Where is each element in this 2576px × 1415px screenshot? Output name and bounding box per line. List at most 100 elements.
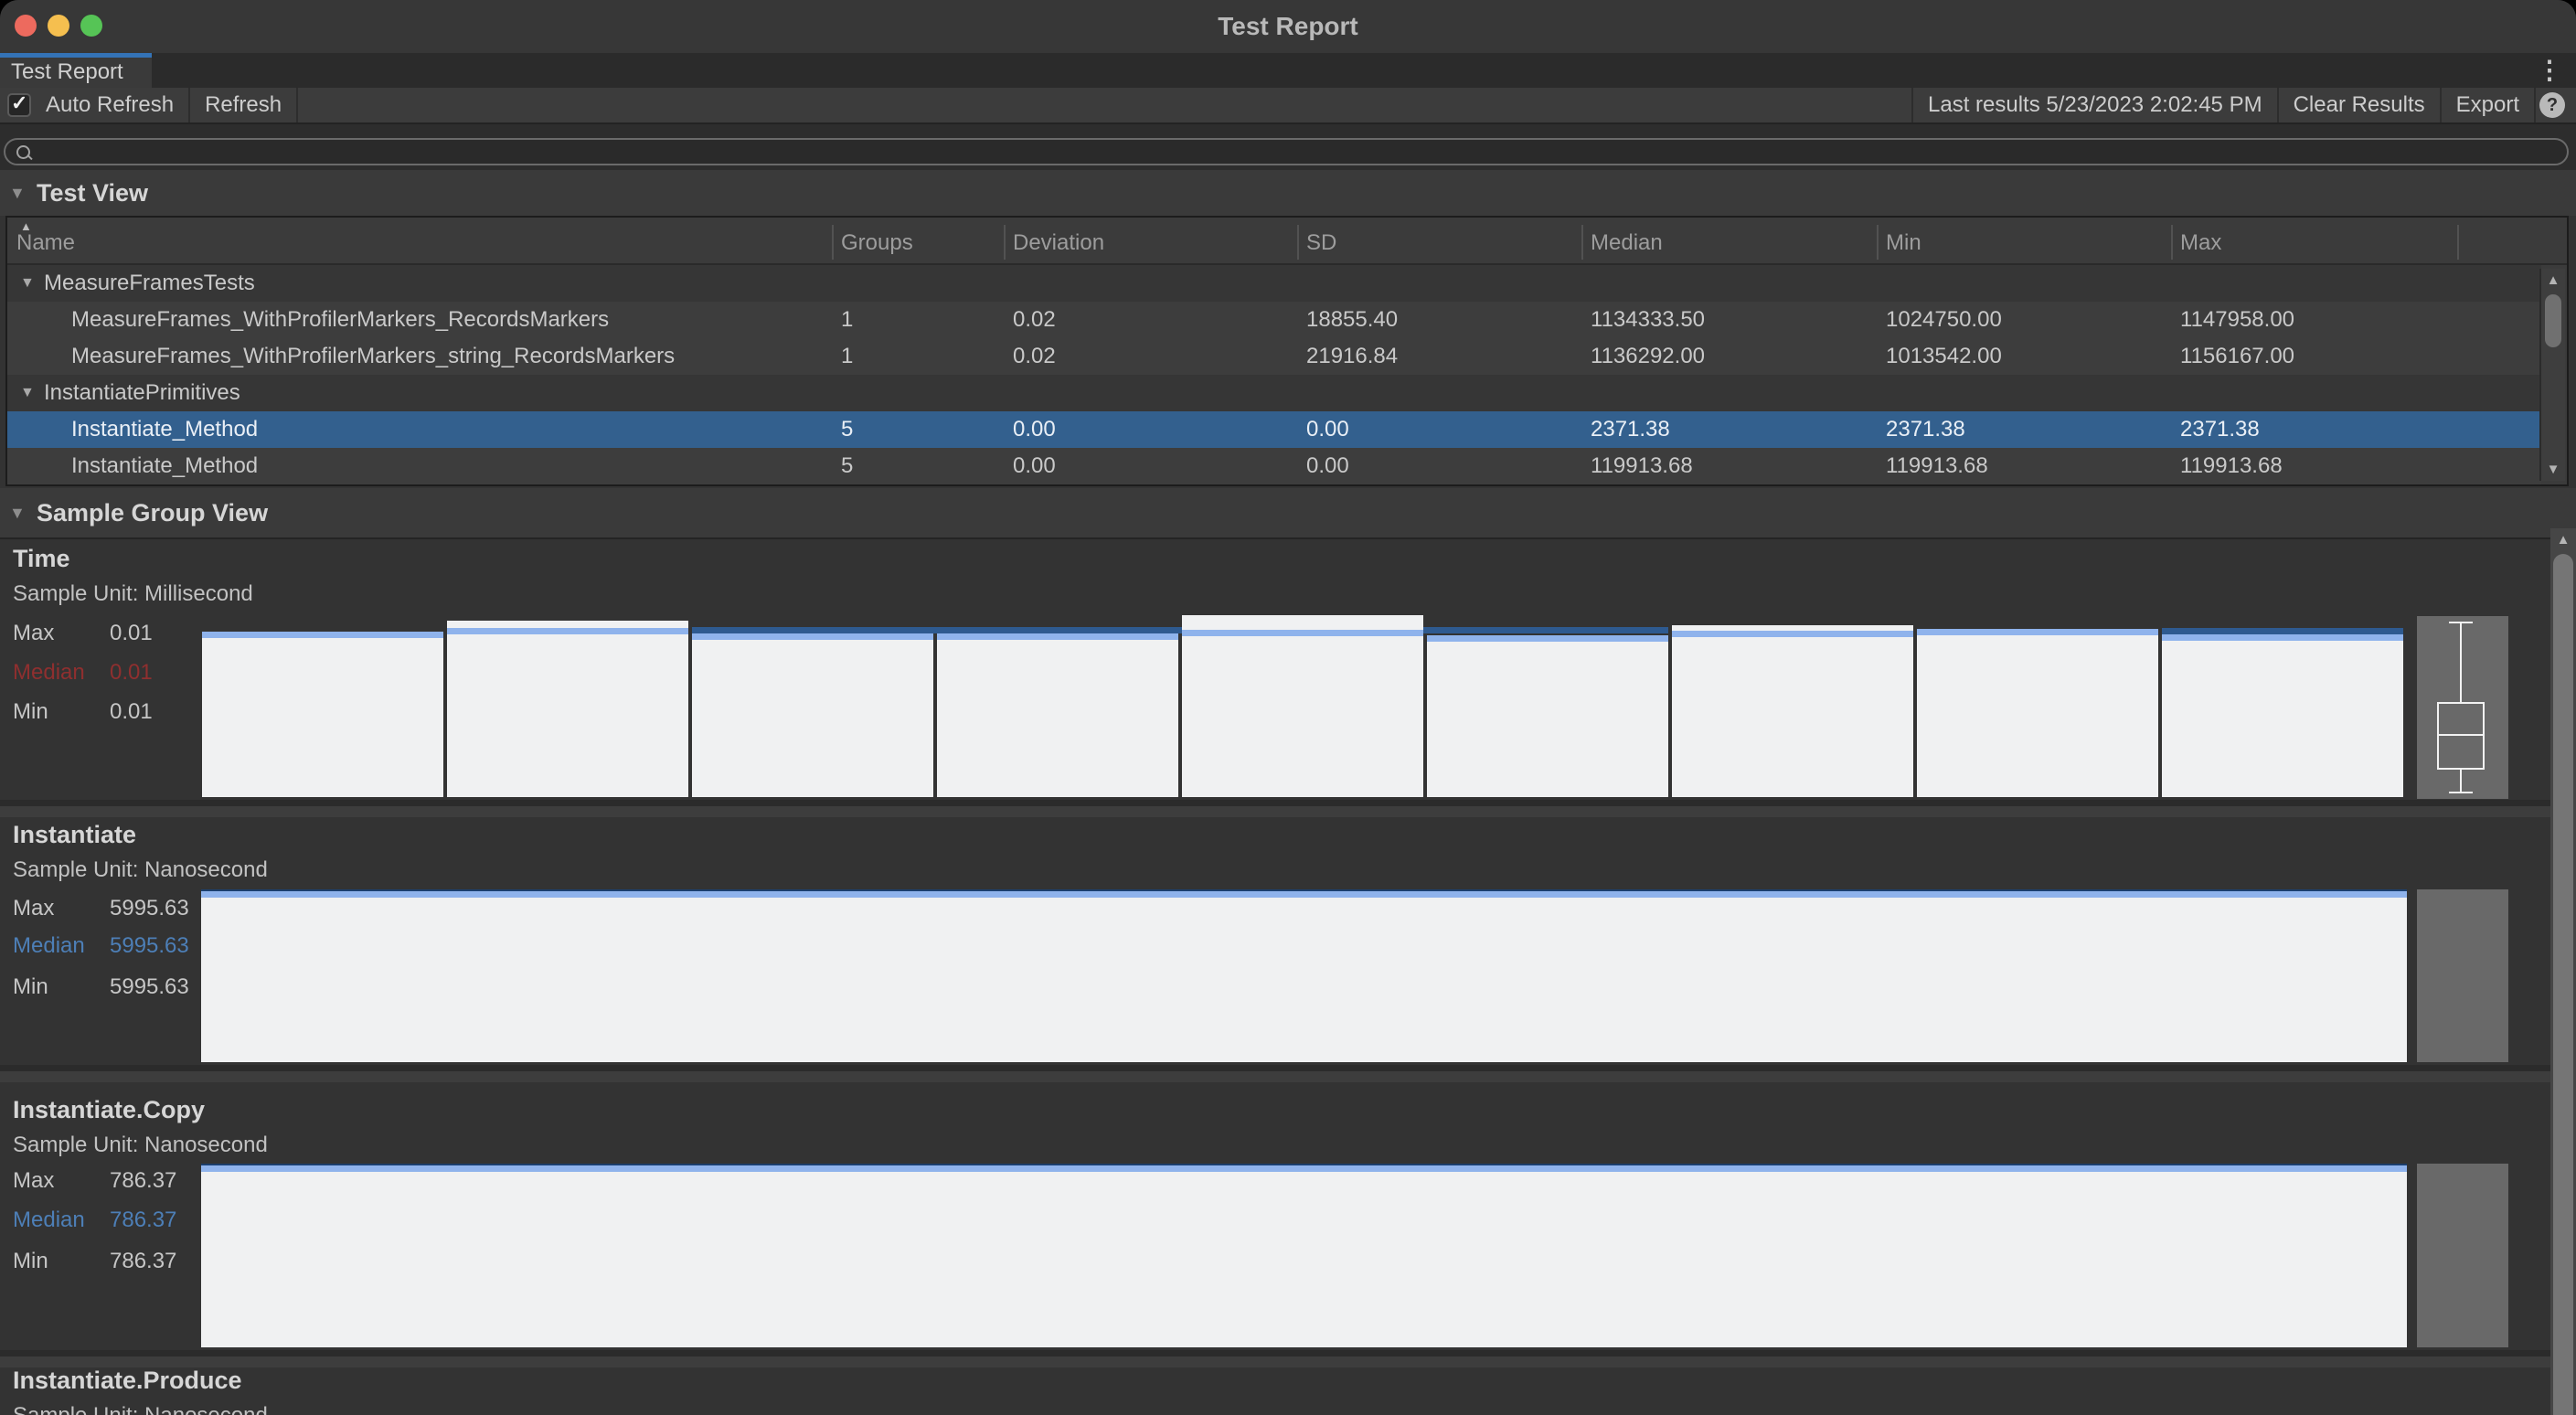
foldout-triangle-icon (9, 170, 26, 216)
column-separator[interactable] (1581, 225, 1583, 260)
chart-bar-cap (1672, 625, 1913, 631)
toolbar-separator (2534, 88, 2536, 122)
test-name: Instantiate_Method (71, 453, 259, 478)
chart-bar-median-line (201, 891, 2407, 898)
kebab-menu-icon[interactable] (2536, 53, 2563, 88)
minimize-button[interactable] (48, 15, 69, 37)
chart-bar-median-line (937, 633, 1178, 640)
toolbar-separator (188, 88, 191, 122)
test-name: MeasureFrames_WithProfilerMarkers_string… (71, 344, 676, 368)
test-name: MeasureFrames_WithProfilerMarkers_Record… (71, 307, 610, 332)
column-separator[interactable] (2457, 225, 2459, 260)
sample-group-view-foldout[interactable]: Sample Group View (0, 488, 2576, 537)
cell-sd: 0.00 (1306, 453, 1349, 478)
test-view-header: Test View (37, 179, 149, 207)
test-table: Name Groups Deviation SD Median Min Max … (5, 216, 2569, 486)
sample-group-title: Instantiate.Produce (13, 1367, 242, 1394)
column-header-name[interactable]: Name (16, 230, 76, 255)
chart-bar (1427, 642, 1668, 797)
column-header-max[interactable]: Max (2180, 230, 2222, 255)
column-header-sd[interactable]: SD (1306, 230, 1337, 255)
cell-min: 1024750.00 (1886, 307, 2002, 332)
table-group-row[interactable]: MeasureFramesTests (7, 265, 2541, 302)
stat-label-max: Max (13, 896, 55, 920)
column-header-min[interactable]: Min (1886, 230, 1921, 255)
sample-group-title: Time (13, 545, 70, 572)
cell-min: 2371.38 (1886, 417, 1965, 442)
column-header-deviation[interactable]: Deviation (1013, 230, 1105, 255)
chart-bar-median-line (2162, 634, 2403, 641)
table-row[interactable]: MeasureFrames_WithProfilerMarkers_Record… (7, 302, 2541, 338)
table-row[interactable]: MeasureFrames_WithProfilerMarkers_string… (7, 338, 2541, 375)
stat-label-max: Max (13, 621, 55, 645)
chart-bar (201, 898, 2407, 1062)
cell-max: 2371.38 (2180, 417, 2260, 442)
auto-refresh-checkbox[interactable] (7, 91, 31, 117)
cell-sd: 21916.84 (1306, 344, 1399, 368)
scroll-up-icon[interactable] (2550, 532, 2576, 548)
table-row[interactable]: Instantiate_Method 5 0.00 0.00 119913.68 1199… (7, 448, 2541, 484)
scrollbar-thumb[interactable] (2545, 294, 2561, 347)
column-separator[interactable] (1877, 225, 1879, 260)
table-scrollbar[interactable] (2539, 269, 2565, 481)
stat-label-min: Min (13, 974, 48, 999)
cell-groups: 5 (841, 417, 854, 442)
cell-min: 1013542.00 (1886, 344, 2002, 368)
group-expand-icon[interactable] (20, 265, 35, 302)
cell-sd: 18855.40 (1306, 307, 1399, 332)
test-view-foldout[interactable]: Test View (0, 170, 2576, 216)
column-separator[interactable] (2171, 225, 2173, 260)
table-row[interactable]: Instantiate_Method 5 0.00 0.00 2371.38 2371.3… (7, 411, 2541, 448)
cell-max: 119913.68 (2180, 453, 2283, 478)
sample-unit-label: Sample Unit: Nanosecond (13, 1401, 268, 1415)
cell-deviation: 0.02 (1013, 307, 1056, 332)
chart-bar-top-line (201, 889, 2407, 891)
chart-bar (201, 1172, 2407, 1347)
sample-group-title: Instantiate (13, 821, 137, 848)
column-separator[interactable] (832, 225, 834, 260)
stat-label-median: Median (13, 660, 85, 685)
chart-bar-median-line (692, 633, 933, 640)
clear-results-button[interactable]: Clear Results (2293, 92, 2425, 117)
zoom-button[interactable] (80, 15, 102, 37)
chart-bar-cap (1182, 615, 1423, 630)
window-titlebar: Test Report (0, 0, 2576, 55)
section-divider (0, 1356, 2550, 1367)
cell-median: 1134333.50 (1591, 307, 1706, 332)
stat-label-median: Median (13, 1208, 85, 1232)
column-separator[interactable] (1297, 225, 1299, 260)
stat-value-max: 786.37 (110, 1168, 177, 1193)
close-button[interactable] (15, 15, 37, 37)
chart-range-band (2162, 628, 2403, 634)
chart-bar-median-line (201, 1165, 2407, 1172)
group-name: InstantiatePrimitives (44, 380, 240, 405)
tab-test-report[interactable]: Test Report (0, 53, 152, 88)
chart-bar-median-line (1182, 630, 1423, 636)
search-input[interactable] (4, 138, 2569, 165)
window-title: Test Report (1218, 12, 1358, 40)
column-header-groups[interactable]: Groups (841, 230, 913, 255)
stat-value-min: 786.37 (110, 1249, 177, 1273)
stat-value-median: 0.01 (110, 660, 153, 685)
boxplot-panel (2417, 889, 2508, 1062)
search-icon (16, 145, 30, 159)
chart-bar-top-line (201, 1164, 2407, 1165)
cell-groups: 1 (841, 344, 854, 368)
section-divider (0, 1071, 2550, 1082)
stat-value-median: 5995.63 (110, 933, 189, 958)
refresh-button[interactable]: Refresh (205, 92, 282, 117)
column-separator[interactable] (1004, 225, 1006, 260)
help-icon[interactable]: ? (2539, 92, 2565, 118)
sample-view-scrollbar[interactable] (2550, 528, 2576, 1415)
scroll-up-icon[interactable] (2541, 272, 2565, 288)
stat-label-min: Min (13, 1249, 48, 1273)
column-header-median[interactable]: Median (1591, 230, 1663, 255)
group-expand-icon[interactable] (20, 375, 35, 411)
stat-label-min: Min (13, 699, 48, 724)
scrollbar-thumb[interactable] (2553, 554, 2573, 1415)
export-button[interactable]: Export (2455, 92, 2519, 117)
cell-min: 119913.68 (1886, 453, 1988, 478)
section-divider (0, 800, 2550, 806)
table-group-row[interactable]: InstantiatePrimitives (7, 375, 2541, 411)
scroll-down-icon[interactable] (2541, 462, 2565, 477)
